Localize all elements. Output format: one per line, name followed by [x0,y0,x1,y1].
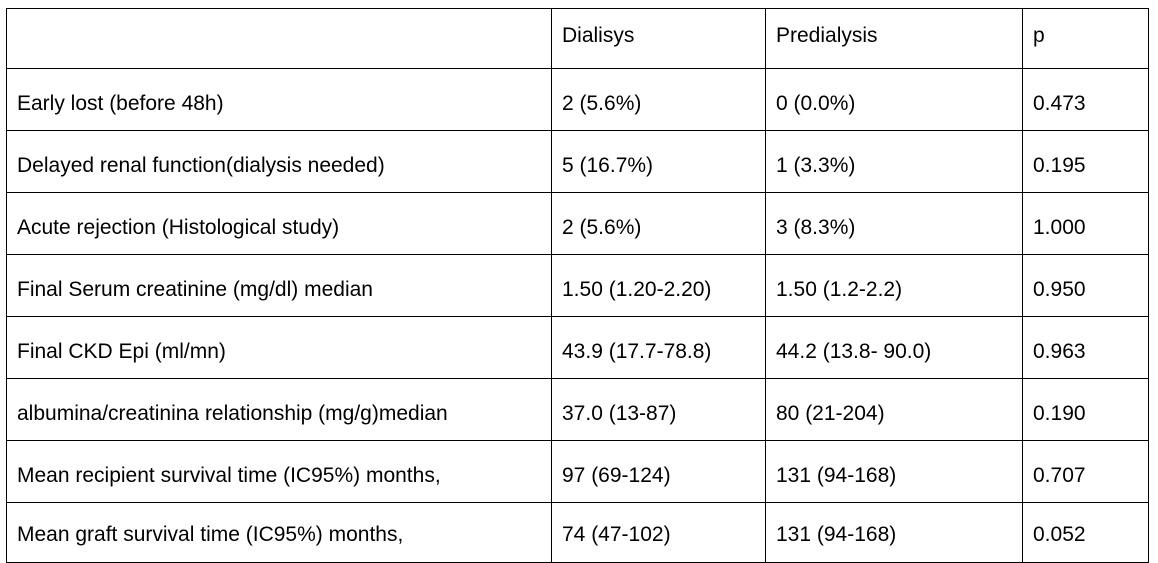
table-row: Mean graft survival time (IC95%) months,… [6,502,1149,563]
table-row: Final CKD Epi (ml/mn) 43.9 (17.7-78.8) 4… [6,316,1149,379]
header-cell-p-value: p [1022,8,1149,69]
row-label: Early lost (before 48h) [6,68,552,131]
predialysis-value: 80 (21-204) [765,378,1023,441]
dialysis-value: 2 (5.6%) [551,68,766,131]
predialysis-value: 131 (94-168) [765,440,1023,503]
table-header-row: Dialisys Predialysis p [6,8,1149,69]
row-label: Mean recipient survival time (IC95%) mon… [6,440,552,503]
dialysis-value: 43.9 (17.7-78.8) [551,316,766,379]
header-cell-predialysis: Predialysis [765,8,1023,69]
predialysis-value: 1 (3.3%) [765,130,1023,193]
p-value: 0.963 [1022,316,1149,379]
row-label: Final Serum creatinine (mg/dl) median [6,254,552,317]
p-value: 0.950 [1022,254,1149,317]
dialysis-value: 2 (5.6%) [551,192,766,255]
p-value: 0.473 [1022,68,1149,131]
row-label: Acute rejection (Histological study) [6,192,552,255]
dialysis-value: 37.0 (13-87) [551,378,766,441]
results-table: Dialisys Predialysis p Early lost (befor… [6,8,1149,563]
row-label: Final CKD Epi (ml/mn) [6,316,552,379]
predialysis-value: 44.2 (13.8- 90.0) [765,316,1023,379]
dialysis-value: 97 (69-124) [551,440,766,503]
table-row: albumina/creatinina relationship (mg/g)m… [6,378,1149,441]
row-label: albumina/creatinina relationship (mg/g)m… [6,378,552,441]
row-label: Delayed renal function(dialysis needed) [6,130,552,193]
predialysis-value: 3 (8.3%) [765,192,1023,255]
table-row: Delayed renal function(dialysis needed) … [6,130,1149,193]
table-row: Mean recipient survival time (IC95%) mon… [6,440,1149,503]
dialysis-value: 74 (47-102) [551,502,766,563]
header-cell-dialysis: Dialisys [551,8,766,69]
table-row: Acute rejection (Histological study) 2 (… [6,192,1149,255]
table-row: Final Serum creatinine (mg/dl) median 1.… [6,254,1149,317]
p-value: 0.707 [1022,440,1149,503]
p-value: 1.000 [1022,192,1149,255]
row-label: Mean graft survival time (IC95%) months, [6,502,552,563]
predialysis-value: 1.50 (1.2-2.2) [765,254,1023,317]
table-row: Early lost (before 48h) 2 (5.6%) 0 (0.0%… [6,68,1149,131]
dialysis-value: 5 (16.7%) [551,130,766,193]
dialysis-value: 1.50 (1.20-2.20) [551,254,766,317]
p-value: 0.195 [1022,130,1149,193]
header-cell-label [6,8,552,69]
p-value: 0.052 [1022,502,1149,563]
p-value: 0.190 [1022,378,1149,441]
predialysis-value: 131 (94-168) [765,502,1023,563]
predialysis-value: 0 (0.0%) [765,68,1023,131]
